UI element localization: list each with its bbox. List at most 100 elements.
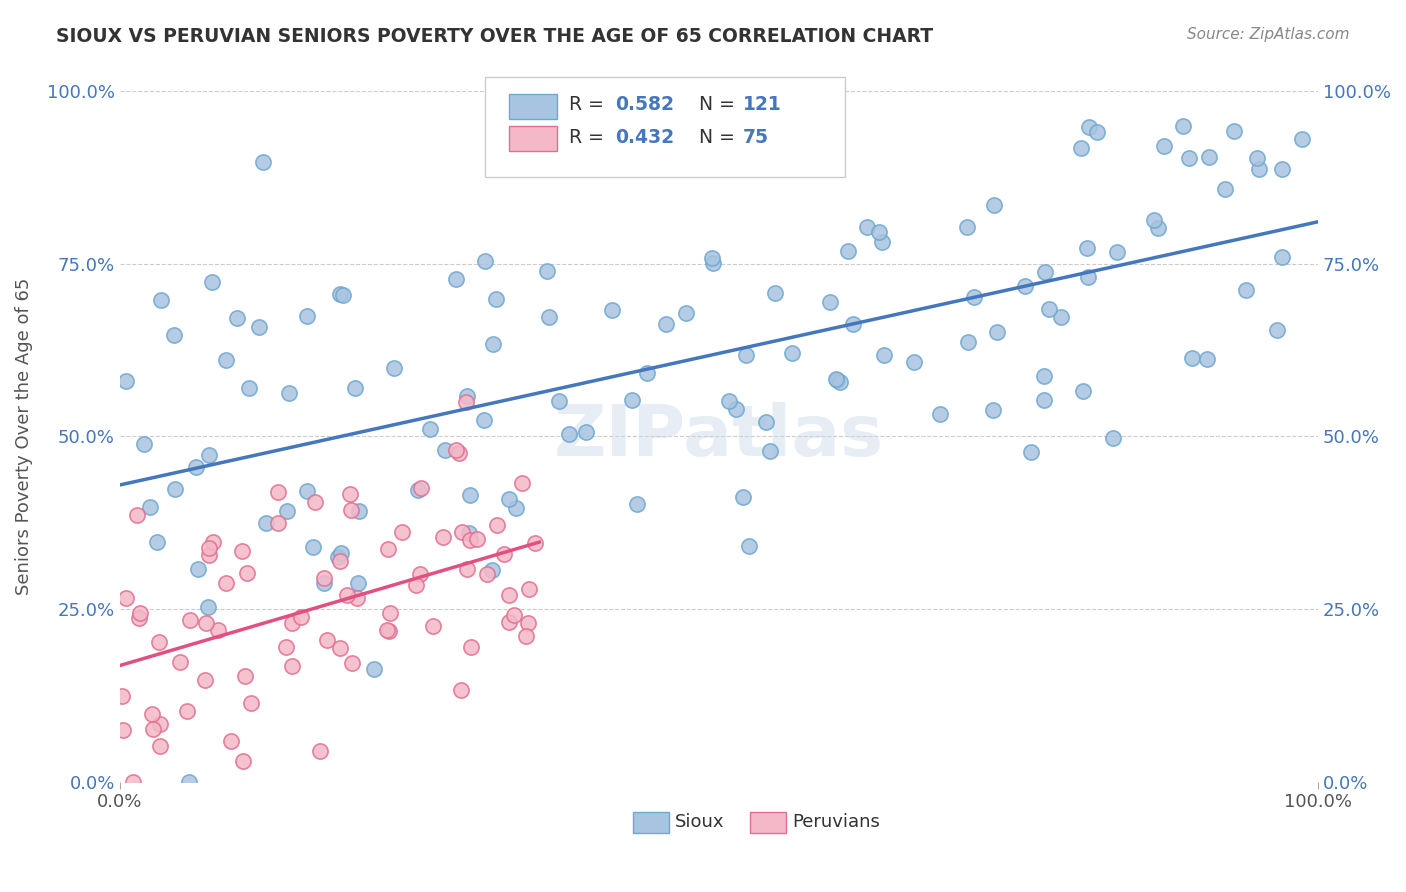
Point bbox=[1038, 302, 1060, 317]
Point bbox=[451, 525, 474, 540]
Point bbox=[198, 448, 221, 462]
Point bbox=[408, 483, 430, 498]
Point bbox=[702, 256, 724, 270]
Point bbox=[460, 640, 482, 654]
Point bbox=[405, 578, 427, 592]
Point bbox=[450, 683, 472, 698]
Point bbox=[855, 219, 877, 234]
Point bbox=[233, 669, 256, 683]
Point bbox=[149, 717, 172, 731]
Text: Peruvians: Peruvians bbox=[792, 813, 880, 830]
Point bbox=[149, 293, 172, 307]
Point bbox=[231, 544, 253, 558]
Point bbox=[498, 491, 520, 506]
Point bbox=[115, 375, 138, 389]
Point bbox=[111, 723, 134, 738]
Point bbox=[1171, 119, 1194, 133]
Point bbox=[600, 303, 623, 318]
Point bbox=[225, 311, 247, 326]
Text: R =: R = bbox=[569, 95, 610, 114]
Point bbox=[903, 355, 925, 369]
Point bbox=[928, 407, 950, 421]
Point bbox=[254, 516, 277, 530]
Point bbox=[165, 482, 187, 496]
Text: Source: ZipAtlas.com: Source: ZipAtlas.com bbox=[1187, 27, 1350, 42]
Point bbox=[127, 508, 149, 523]
Point bbox=[232, 754, 254, 768]
Point bbox=[148, 634, 170, 648]
Point bbox=[146, 535, 169, 549]
Point bbox=[432, 530, 454, 544]
Point bbox=[842, 317, 865, 331]
Point bbox=[1178, 151, 1201, 165]
Point bbox=[485, 518, 508, 533]
Point bbox=[239, 696, 262, 710]
Point bbox=[1197, 352, 1219, 367]
Point bbox=[983, 198, 1005, 212]
Point bbox=[465, 532, 488, 546]
Point bbox=[115, 591, 138, 605]
Point bbox=[197, 541, 219, 556]
Point bbox=[1234, 283, 1257, 297]
Point bbox=[485, 292, 508, 306]
Point bbox=[547, 394, 569, 409]
Point bbox=[375, 623, 398, 637]
Point bbox=[636, 366, 658, 380]
Point bbox=[207, 624, 229, 638]
Point bbox=[111, 689, 134, 703]
Point bbox=[837, 244, 859, 258]
Point bbox=[343, 382, 366, 396]
Point bbox=[329, 554, 352, 568]
Point bbox=[280, 658, 302, 673]
Point bbox=[755, 415, 778, 429]
Point bbox=[179, 774, 201, 789]
Point bbox=[458, 488, 481, 502]
Point bbox=[482, 336, 505, 351]
Point bbox=[201, 534, 224, 549]
Point bbox=[1107, 244, 1129, 259]
Point bbox=[1146, 221, 1168, 235]
Point bbox=[782, 345, 804, 359]
Point bbox=[472, 413, 495, 427]
Point bbox=[621, 393, 644, 408]
Point bbox=[675, 306, 697, 320]
Point bbox=[281, 615, 304, 630]
Point bbox=[626, 497, 648, 511]
Y-axis label: Seniors Poverty Over the Age of 65: Seniors Poverty Over the Age of 65 bbox=[15, 277, 32, 595]
Point bbox=[1049, 310, 1071, 325]
Point bbox=[700, 251, 723, 265]
Point bbox=[1077, 269, 1099, 284]
Point bbox=[187, 562, 209, 576]
Text: N =: N = bbox=[699, 128, 741, 147]
Point bbox=[956, 220, 979, 235]
Point bbox=[149, 739, 172, 753]
Point bbox=[346, 591, 368, 606]
Point bbox=[456, 389, 478, 403]
Point bbox=[1070, 141, 1092, 155]
Point bbox=[1033, 265, 1056, 279]
Point bbox=[830, 376, 852, 390]
Point bbox=[1076, 242, 1098, 256]
Point bbox=[655, 317, 678, 331]
Point bbox=[731, 490, 754, 504]
Point bbox=[1014, 279, 1036, 293]
Point bbox=[759, 443, 782, 458]
Point bbox=[510, 476, 533, 491]
Point bbox=[316, 633, 339, 648]
Point bbox=[457, 525, 479, 540]
Point bbox=[184, 459, 207, 474]
Point bbox=[295, 483, 318, 498]
Point bbox=[340, 502, 363, 516]
Point bbox=[447, 446, 470, 460]
Point bbox=[1071, 384, 1094, 398]
Point bbox=[1033, 369, 1056, 384]
Point bbox=[336, 588, 359, 602]
Point bbox=[735, 348, 758, 362]
Point bbox=[1198, 150, 1220, 164]
Point bbox=[1271, 162, 1294, 177]
Point bbox=[332, 288, 354, 302]
Text: 121: 121 bbox=[742, 95, 782, 114]
Point bbox=[718, 394, 741, 409]
Point bbox=[176, 704, 198, 718]
Point bbox=[557, 426, 579, 441]
